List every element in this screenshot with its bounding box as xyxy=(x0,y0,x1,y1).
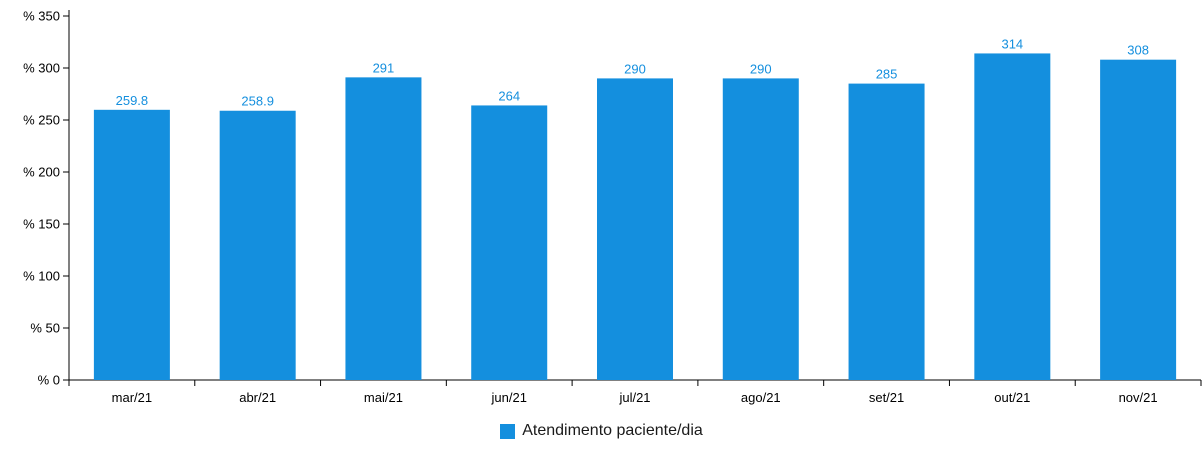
data-label: 290 xyxy=(750,61,772,76)
y-tick-label: % 100 xyxy=(23,269,60,284)
bar xyxy=(974,53,1051,380)
x-axis: mar/21 abr/21 mai/21 jun/21 jul/21 ago/21 set/… xyxy=(68,379,1202,405)
x-tick-label: ago/21 xyxy=(741,390,781,405)
x-tick-label: set/21 xyxy=(869,390,904,405)
data-label: 259.8 xyxy=(116,93,149,108)
legend: Atendimento paciente/dia xyxy=(0,422,1203,440)
y-tick-label: % 50 xyxy=(30,321,60,336)
bar xyxy=(597,78,673,381)
bar-series xyxy=(93,53,1177,381)
y-axis: % 0 % 50 % 100 % 150 % 200 % 250 % 300 % 350 xyxy=(23,9,70,388)
x-tick-label: mai/21 xyxy=(364,390,403,405)
data-label: 291 xyxy=(373,60,395,75)
x-tick-label: jun/21 xyxy=(491,390,527,405)
x-tick-label: jul/21 xyxy=(618,390,650,405)
bar xyxy=(722,78,799,381)
x-tick-label: nov/21 xyxy=(1119,390,1158,405)
y-tick-label: % 250 xyxy=(23,113,60,128)
y-tick-label: % 300 xyxy=(23,61,60,76)
bar xyxy=(345,77,422,381)
legend-swatch xyxy=(500,423,516,439)
legend-label: Atendimento paciente/dia xyxy=(522,422,703,439)
bar xyxy=(848,83,925,380)
bar xyxy=(1100,59,1177,381)
y-tick-label: % 350 xyxy=(23,9,60,24)
data-label: 285 xyxy=(876,67,898,82)
y-tick-label: % 200 xyxy=(23,165,60,180)
data-label: 258.9 xyxy=(241,94,274,109)
data-label: 308 xyxy=(1127,43,1149,58)
data-labels: 259.8 258.9 291 264 290 290 285 314 308 xyxy=(116,36,1149,108)
data-label: 314 xyxy=(1001,36,1023,51)
bar xyxy=(219,110,296,380)
data-label: 290 xyxy=(624,61,646,76)
x-tick-label: abr/21 xyxy=(239,390,276,405)
bar xyxy=(93,109,170,381)
y-tick-label: % 150 xyxy=(23,217,60,232)
data-label: 264 xyxy=(498,88,520,103)
x-tick-label: out/21 xyxy=(994,390,1030,405)
y-tick-label: % 0 xyxy=(38,373,60,388)
bar xyxy=(471,105,548,380)
x-tick-label: mar/21 xyxy=(112,390,152,405)
